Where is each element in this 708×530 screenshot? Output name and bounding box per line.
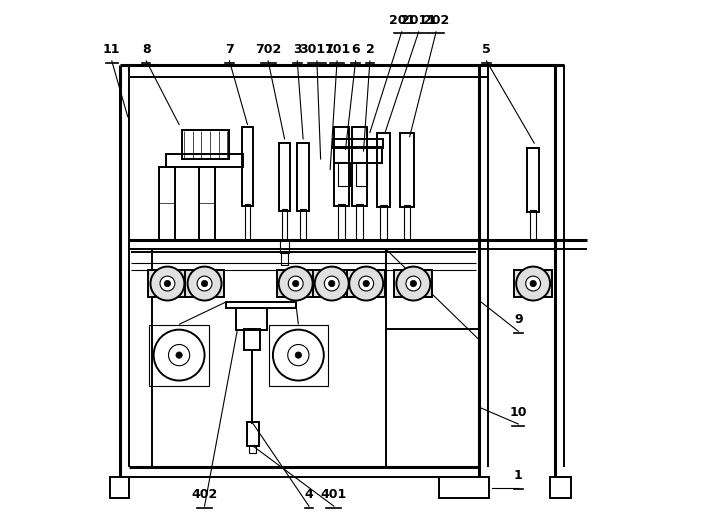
Bar — [300, 209, 306, 240]
Bar — [297, 143, 309, 210]
Bar — [394, 270, 433, 297]
Bar — [182, 130, 229, 159]
Circle shape — [201, 280, 207, 287]
Bar — [241, 127, 253, 206]
Circle shape — [288, 276, 303, 291]
Circle shape — [530, 280, 537, 287]
Circle shape — [295, 352, 302, 358]
Bar — [313, 270, 351, 297]
Bar — [333, 139, 383, 148]
Text: 5: 5 — [482, 42, 491, 56]
Bar — [355, 204, 363, 240]
Circle shape — [151, 267, 184, 301]
Circle shape — [324, 276, 339, 291]
Bar — [185, 270, 224, 297]
Bar — [281, 251, 287, 265]
Circle shape — [526, 276, 541, 291]
Circle shape — [315, 267, 349, 301]
Bar — [277, 270, 315, 297]
Circle shape — [349, 267, 383, 301]
Bar — [236, 308, 267, 330]
Bar — [401, 132, 413, 207]
Circle shape — [396, 267, 430, 301]
Bar — [282, 209, 287, 240]
Bar — [377, 132, 390, 207]
Bar — [268, 325, 328, 386]
Bar — [550, 477, 571, 498]
Text: 401: 401 — [321, 488, 347, 501]
Bar — [347, 270, 385, 297]
Text: 3: 3 — [293, 42, 302, 56]
Bar — [149, 325, 209, 386]
Bar — [249, 445, 256, 453]
Text: 2011: 2011 — [401, 13, 436, 26]
Circle shape — [410, 280, 416, 287]
Bar — [334, 127, 349, 206]
Bar — [279, 143, 290, 210]
Bar — [527, 148, 539, 212]
Bar — [110, 477, 130, 498]
Text: 202: 202 — [423, 13, 450, 26]
Text: 8: 8 — [142, 42, 151, 56]
Bar — [439, 477, 489, 498]
Circle shape — [197, 276, 212, 291]
Bar — [338, 162, 350, 186]
Circle shape — [359, 276, 374, 291]
Text: 11: 11 — [103, 42, 120, 56]
Circle shape — [164, 280, 171, 287]
Bar — [159, 167, 176, 240]
Bar — [247, 422, 258, 446]
Bar — [355, 162, 367, 186]
Text: 701: 701 — [324, 42, 350, 56]
Circle shape — [516, 267, 550, 301]
Circle shape — [188, 267, 222, 301]
Circle shape — [154, 330, 205, 381]
Bar — [226, 302, 296, 308]
Text: 702: 702 — [255, 42, 281, 56]
Circle shape — [292, 280, 299, 287]
Circle shape — [169, 344, 190, 366]
Text: 6: 6 — [351, 42, 360, 56]
Circle shape — [279, 267, 313, 301]
Circle shape — [176, 352, 182, 358]
Bar — [334, 147, 382, 163]
Bar — [166, 154, 243, 167]
Bar — [514, 270, 552, 297]
Bar — [199, 167, 215, 240]
Bar — [280, 240, 289, 253]
Bar — [244, 204, 251, 240]
Bar — [404, 205, 411, 240]
Circle shape — [406, 276, 421, 291]
Text: 9: 9 — [514, 313, 523, 326]
Text: 402: 402 — [191, 488, 217, 501]
Text: 201: 201 — [389, 13, 415, 26]
Bar — [244, 329, 260, 350]
Text: 10: 10 — [510, 405, 527, 419]
Text: 2: 2 — [365, 42, 375, 56]
Text: 1: 1 — [514, 469, 523, 482]
Circle shape — [363, 280, 370, 287]
Circle shape — [273, 330, 324, 381]
Bar — [352, 127, 367, 206]
Bar — [530, 210, 536, 240]
Text: 3011: 3011 — [299, 42, 334, 56]
Circle shape — [329, 280, 335, 287]
Bar — [380, 205, 387, 240]
Text: 7: 7 — [225, 42, 234, 56]
Bar — [338, 204, 345, 240]
Bar — [149, 270, 186, 297]
Circle shape — [160, 276, 175, 291]
Circle shape — [287, 344, 309, 366]
Text: 4: 4 — [304, 488, 314, 501]
